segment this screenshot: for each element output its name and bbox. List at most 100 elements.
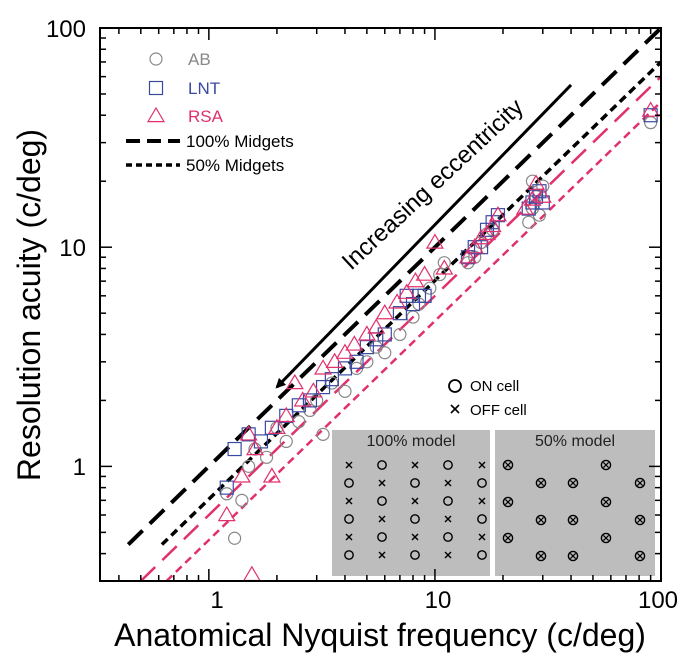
off-cell-mark bbox=[478, 533, 486, 541]
off-cell-mark bbox=[378, 479, 386, 487]
rsa-point-22 bbox=[415, 265, 434, 281]
off-cell-mark bbox=[411, 533, 419, 541]
ab-point-19 bbox=[393, 327, 407, 342]
rsa-point-7 bbox=[267, 418, 286, 434]
on-cell-mark bbox=[443, 460, 453, 470]
off-cell-key-icon bbox=[450, 404, 460, 414]
lnt-point-5 bbox=[264, 420, 279, 435]
rsa-point-11 bbox=[304, 382, 323, 398]
model-line-1 bbox=[126, 28, 661, 546]
on-cell-mark bbox=[377, 460, 387, 470]
ab-point-22 bbox=[423, 281, 437, 295]
legend-rsa-marker bbox=[146, 106, 166, 123]
model-line-4 bbox=[165, 101, 661, 581]
on-cell-mark bbox=[344, 514, 354, 524]
lnt-point-1 bbox=[219, 480, 234, 495]
off-cell-mark bbox=[345, 497, 353, 505]
rsa-point-27 bbox=[472, 228, 491, 245]
on-off-cell-mark bbox=[567, 477, 579, 489]
on-off-cell-mark bbox=[600, 496, 612, 508]
legend-ab-label: AB bbox=[188, 50, 211, 69]
off-cell-key-label: OFF cell bbox=[470, 402, 527, 419]
on-off-cell-mark bbox=[567, 514, 579, 526]
lnt-point-15 bbox=[377, 327, 392, 342]
on-cell-mark bbox=[344, 478, 354, 488]
ab-point-6 bbox=[259, 450, 274, 464]
lnt-point-4 bbox=[253, 434, 269, 449]
rsa-point-14 bbox=[335, 343, 355, 359]
legend-ab-marker bbox=[149, 52, 163, 66]
rsa-point-9 bbox=[285, 373, 304, 390]
off-cell-mark bbox=[478, 461, 486, 469]
on-cell-mark bbox=[443, 532, 453, 542]
legend-lnt-marker bbox=[148, 80, 164, 96]
off-cell-mark bbox=[444, 479, 452, 487]
ab-point-8 bbox=[279, 434, 293, 449]
ab-point-4 bbox=[242, 459, 256, 473]
on-cell-mark bbox=[377, 496, 387, 506]
lnt-point-16 bbox=[392, 306, 408, 321]
x-tick-label-10: 10 bbox=[425, 587, 452, 614]
lnt-point-24 bbox=[479, 222, 495, 237]
legend-100-label: 100% Midgets bbox=[186, 132, 294, 151]
x-tick-label-1: 1 bbox=[210, 587, 223, 614]
rsa-point-29 bbox=[483, 216, 502, 233]
on-off-cell-mark bbox=[502, 496, 514, 508]
lnt-point-6 bbox=[279, 408, 294, 423]
off-cell-mark bbox=[478, 497, 486, 505]
x-tick-label-100: 100 bbox=[638, 587, 678, 614]
ab-point-16 bbox=[360, 355, 374, 369]
on-cell-mark bbox=[477, 550, 487, 560]
lnt-point-20 bbox=[417, 288, 432, 303]
rsa-point-20 bbox=[397, 283, 416, 299]
off-cell-mark bbox=[378, 551, 386, 559]
on-cell-mark bbox=[377, 532, 387, 542]
rsa-point-1 bbox=[217, 505, 236, 522]
on-cell-mark bbox=[410, 478, 420, 488]
on-off-cell-mark bbox=[634, 514, 646, 526]
rsa-point-33 bbox=[526, 174, 546, 190]
on-cell-mark bbox=[477, 478, 487, 488]
on-off-cell-mark bbox=[567, 550, 579, 562]
rsa-point-24 bbox=[435, 259, 454, 275]
off-cell-mark bbox=[378, 515, 386, 523]
rsa-point-31 bbox=[515, 199, 534, 215]
y-axis-title: Resolution acuity (c/deg) bbox=[11, 129, 47, 481]
arrow-line bbox=[275, 83, 573, 389]
off-cell-mark bbox=[411, 461, 419, 469]
rsa-point-6 bbox=[262, 467, 281, 483]
legend: AB LNT RSA 100% Midgets 50% Midgets bbox=[126, 50, 294, 175]
ab-point-14 bbox=[338, 384, 352, 398]
y-tick-label-10: 10 bbox=[59, 235, 86, 262]
axis-ticks bbox=[100, 27, 662, 582]
rsa-point-5 bbox=[242, 565, 261, 581]
legend-rsa-label: RSA bbox=[188, 107, 224, 126]
on-cell-mark bbox=[477, 514, 487, 524]
inset-title-100: 100% model bbox=[367, 433, 456, 450]
on-off-cell-mark bbox=[535, 477, 547, 489]
x-axis-title: Anatomical Nyquist frequency (c/deg) bbox=[114, 617, 646, 653]
rsa-point-23 bbox=[425, 233, 444, 249]
rsa-point-10 bbox=[293, 391, 312, 407]
ab-point-1 bbox=[228, 531, 242, 545]
on-off-cell-mark bbox=[634, 477, 646, 489]
y-tick-label-1: 1 bbox=[73, 454, 86, 481]
rsa-point-19 bbox=[388, 293, 407, 309]
lnt-point-9 bbox=[315, 379, 331, 395]
on-off-cell-mark bbox=[600, 532, 612, 544]
plot-frame bbox=[99, 27, 662, 582]
on-off-cell-mark bbox=[600, 459, 612, 471]
rsa-point-3 bbox=[239, 425, 258, 441]
legend-lnt-label: LNT bbox=[188, 79, 220, 98]
rsa-point-34 bbox=[533, 187, 552, 203]
on-off-cell-mark bbox=[535, 550, 547, 562]
on-cell-key-label: ON cell bbox=[470, 378, 519, 395]
on-cell-mark bbox=[410, 514, 420, 524]
rsa-point-18 bbox=[375, 303, 394, 320]
rsa-point-2 bbox=[232, 467, 251, 483]
on-cell-mark bbox=[410, 550, 420, 560]
lnt-point-8 bbox=[302, 393, 318, 408]
y-tick-label-100: 100 bbox=[46, 16, 86, 43]
off-cell-mark bbox=[444, 551, 452, 559]
